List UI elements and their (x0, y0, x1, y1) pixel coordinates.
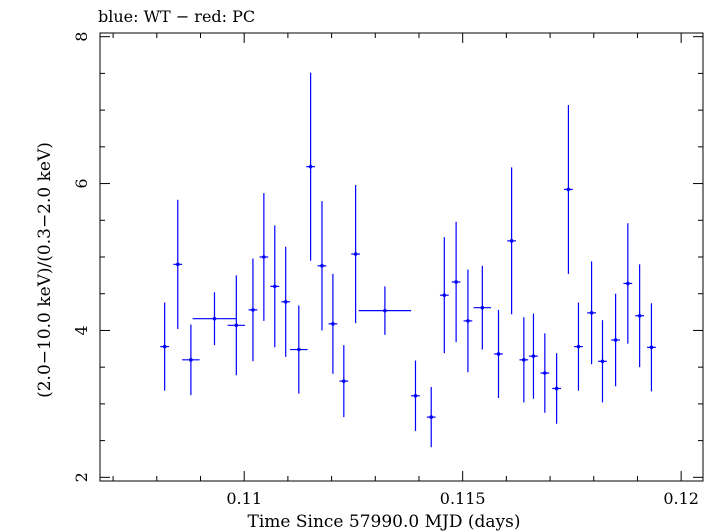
point-marker (320, 264, 324, 268)
data-point (358, 286, 412, 335)
point-marker (162, 344, 167, 349)
point-marker (272, 284, 277, 289)
data-point (306, 72, 315, 261)
data-point (339, 345, 349, 418)
data-point (317, 201, 327, 331)
data-point (192, 292, 237, 346)
data-point (160, 302, 170, 391)
data-point (587, 261, 596, 365)
point-marker (566, 187, 571, 192)
data-point (552, 353, 561, 424)
point-marker (649, 345, 654, 350)
point-marker (626, 281, 630, 286)
data-point (259, 193, 269, 321)
x-axis: 0.11 0.115 0.12 (112, 33, 699, 508)
data-point (290, 305, 308, 394)
data-point (411, 360, 420, 432)
data-point (494, 309, 503, 399)
point-marker (283, 300, 288, 304)
point-marker (429, 415, 434, 419)
data-point (351, 185, 360, 324)
point-marker (454, 280, 458, 284)
point-marker (589, 311, 594, 315)
point-marker (543, 371, 547, 375)
point-marker (251, 308, 255, 312)
data-point (182, 324, 200, 396)
point-marker (331, 322, 335, 326)
point-marker (600, 359, 605, 364)
data-point (463, 269, 473, 373)
point-marker (522, 358, 526, 362)
plot-frame (99, 32, 704, 482)
x-tick-label: 0.115 (440, 489, 486, 508)
data-point (173, 199, 183, 329)
data-point (519, 317, 529, 403)
point-marker (189, 358, 193, 362)
point-marker (262, 255, 266, 259)
data-point (611, 293, 620, 387)
data-point (574, 302, 583, 391)
y-tick-label: 4 (72, 325, 91, 335)
point-marker (175, 262, 180, 267)
data-point (647, 303, 656, 392)
data-point (598, 320, 607, 403)
point-marker (342, 379, 346, 383)
point-marker (531, 354, 536, 358)
y-tick-label: 2 (72, 472, 91, 482)
x-axis-label: Time Since 57990.0 MJD (days) (248, 512, 521, 532)
point-marker (554, 386, 559, 391)
point-marker (413, 394, 418, 398)
point-marker (576, 344, 581, 349)
x-tick-label: 0.12 (663, 489, 699, 508)
point-marker (466, 319, 470, 323)
data-point (439, 237, 449, 354)
point-marker (637, 313, 642, 318)
point-marker (297, 347, 301, 352)
point-marker (509, 239, 514, 243)
data-point (248, 258, 258, 362)
data-point (540, 333, 550, 413)
data-point (281, 246, 291, 357)
point-marker (383, 308, 387, 313)
data-series (160, 72, 656, 448)
data-point (564, 104, 573, 274)
data-point (623, 223, 633, 344)
y-tick-label: 6 (72, 178, 91, 188)
point-marker (212, 316, 217, 321)
y-axis: 2 4 6 8 (72, 32, 703, 482)
chart-title: blue: WT − red: PC (98, 7, 255, 26)
point-marker (234, 323, 239, 328)
data-point (473, 265, 492, 350)
point-marker (353, 252, 358, 256)
data-point (635, 264, 645, 368)
point-marker (442, 293, 447, 297)
point-marker (613, 338, 618, 342)
data-point (426, 386, 436, 448)
data-point (507, 167, 516, 315)
y-axis-label: (2.0−10.0 keV)/(0.3−2.0 keV) (35, 142, 55, 398)
point-marker (480, 305, 485, 310)
data-point (328, 273, 338, 374)
x-tick-label: 0.11 (226, 489, 262, 508)
data-point (529, 313, 538, 399)
data-point (451, 221, 461, 343)
point-marker (496, 352, 501, 356)
data-point (270, 225, 280, 348)
point-marker (308, 164, 313, 169)
y-tick-label: 8 (72, 32, 91, 42)
data-point (227, 275, 246, 376)
